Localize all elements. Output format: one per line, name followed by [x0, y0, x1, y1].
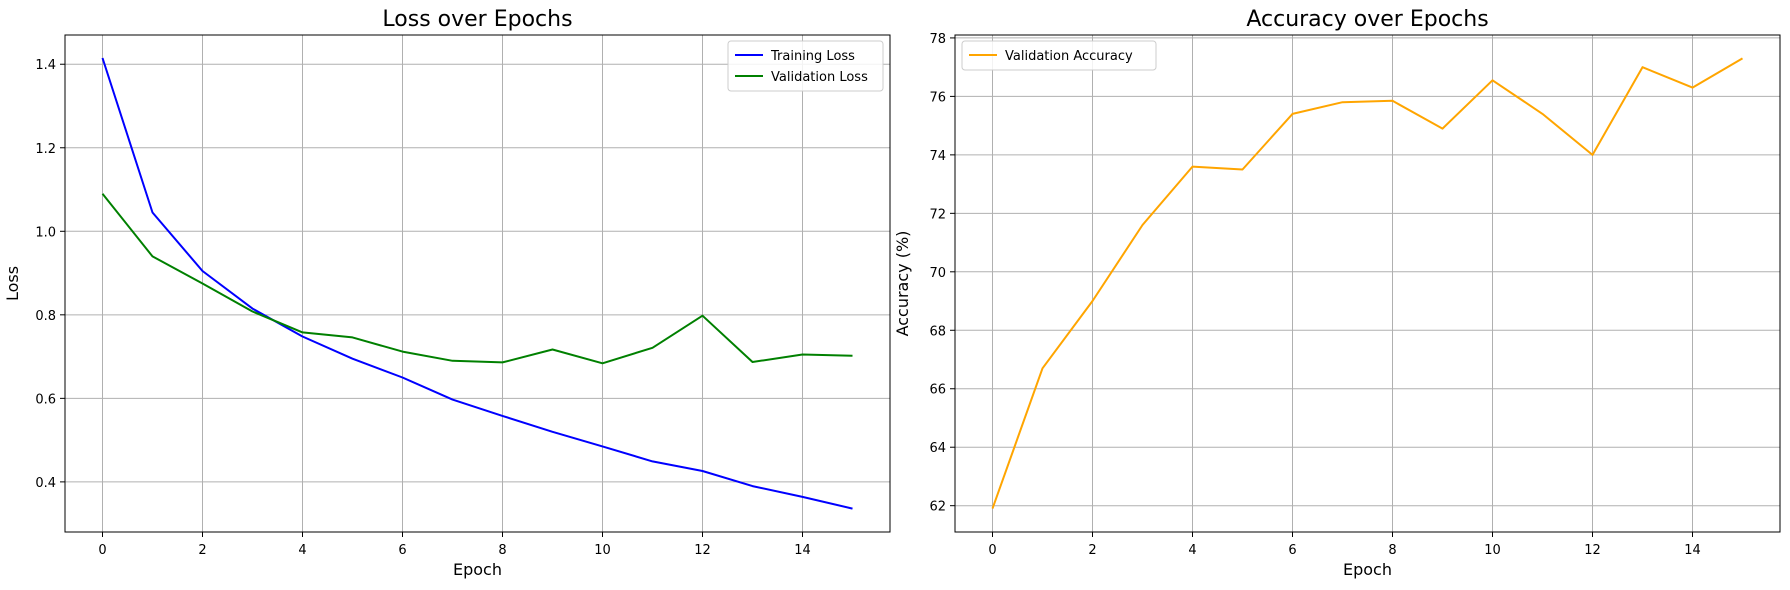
legend: Validation Accuracy	[961, 40, 1157, 71]
chart-title: Loss over Epochs	[382, 7, 572, 32]
y-axis-label: Accuracy (%)	[893, 231, 912, 337]
x-axis-label: Epoch	[1343, 560, 1392, 579]
x-tick-label: 10	[594, 543, 611, 558]
x-tick-label: 12	[1584, 543, 1601, 558]
chart-title: Accuracy over Epochs	[1246, 7, 1488, 32]
y-tick-label: 1.2	[35, 142, 56, 157]
loss-chart: 0 2 4 6 8 10 12 14 0.4 0.6 0.8 1.0 1.2 1.4 Loss over E…	[3, 7, 891, 579]
y-tick-label: 72	[929, 207, 946, 222]
x-tick-label: 0	[988, 543, 996, 558]
x-tick-label: 2	[198, 543, 206, 558]
y-tick-label: 0.6	[35, 392, 56, 407]
legend-label: Validation Accuracy	[1005, 49, 1133, 64]
y-axis-label: Loss	[3, 266, 22, 301]
y-tick-label: 64	[929, 441, 946, 456]
x-tick-label: 2	[1088, 543, 1096, 558]
y-tick-label: 74	[929, 149, 946, 164]
x-tick-label: 0	[98, 543, 106, 558]
x-tick-label: 14	[794, 543, 811, 558]
legend-box	[727, 40, 884, 92]
legend-label: Training Loss	[770, 49, 855, 64]
y-tick-label: 0.4	[35, 476, 56, 491]
y-tick-label: 62	[929, 500, 946, 515]
x-tick-label: 10	[1484, 543, 1501, 558]
series-line-training-loss	[101, 57, 853, 510]
series-line-validation-accuracy	[991, 57, 1744, 509]
x-axis-label: Epoch	[453, 560, 502, 579]
y-tick-label: 1.4	[35, 58, 56, 73]
y-tick-label: 70	[929, 266, 946, 281]
x-tick-label: 4	[1188, 543, 1196, 558]
legend-label: Validation Loss	[771, 70, 868, 85]
x-tick-label: 8	[1388, 543, 1396, 558]
y-tick-label: 66	[929, 383, 946, 398]
y-tick-label: 78	[929, 32, 946, 47]
x-tick-label: 8	[498, 543, 506, 558]
plot-frame	[64, 34, 891, 533]
legend-box	[961, 40, 1157, 71]
series-line-validation-loss	[101, 193, 853, 365]
x-tick-label: 6	[1288, 543, 1296, 558]
x-tick-label: 14	[1684, 543, 1701, 558]
x-tick-label: 6	[398, 543, 406, 558]
y-tick-label: 0.8	[35, 309, 56, 324]
x-tick-label: 12	[694, 543, 711, 558]
x-tick-label: 4	[298, 543, 306, 558]
y-tick-label: 76	[929, 90, 946, 105]
legend: Training Loss Validation Loss	[727, 40, 884, 92]
y-tick-label: 68	[929, 324, 946, 339]
y-tick-label: 1.0	[35, 225, 56, 240]
plot-frame	[954, 34, 1781, 533]
